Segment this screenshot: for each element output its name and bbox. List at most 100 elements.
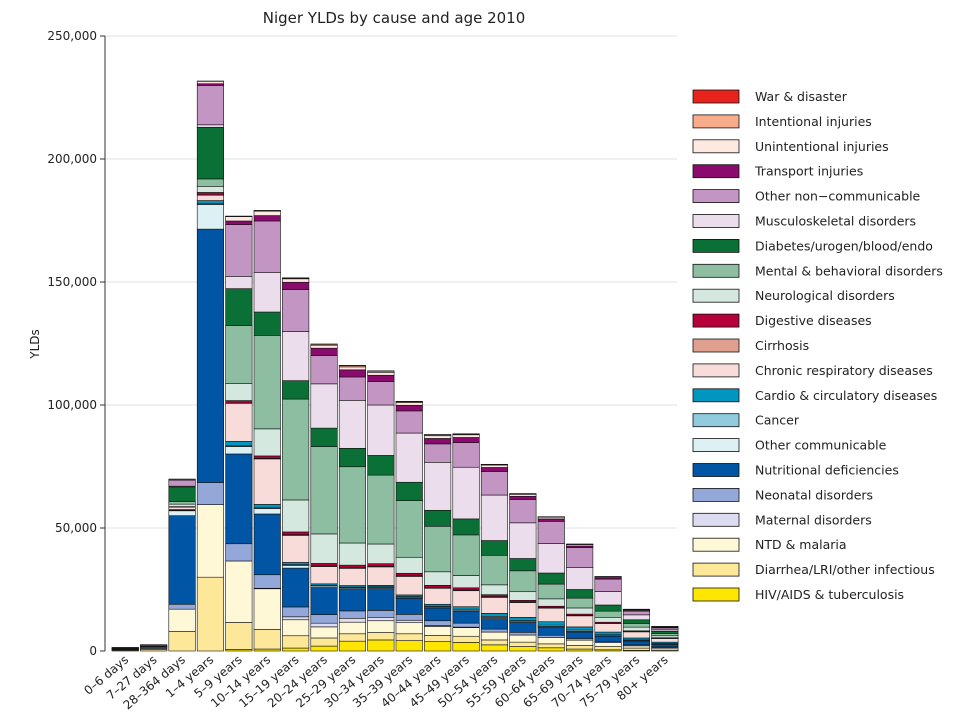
bar-segment xyxy=(395,556,423,574)
y-axis: 0 50,000 100,000 150,000 200,000 250,000 xyxy=(47,29,106,658)
bar-segment xyxy=(622,614,651,621)
legend-swatch xyxy=(692,288,740,303)
bar-segment xyxy=(196,124,224,128)
legend-swatch xyxy=(692,413,740,428)
bar-segment xyxy=(282,616,310,621)
bar-segment xyxy=(509,499,537,524)
bar-segment xyxy=(424,585,452,588)
bar-segment xyxy=(338,568,367,586)
bar-segment xyxy=(253,311,281,336)
bar-segment xyxy=(622,631,651,639)
bar-segment xyxy=(480,467,509,472)
legend-swatch xyxy=(692,338,740,353)
bar-segment xyxy=(395,500,423,558)
bar-segment xyxy=(537,637,565,645)
bar-segment xyxy=(367,455,395,476)
bar-segment xyxy=(594,578,622,592)
bar-segment xyxy=(566,607,594,615)
bar-segment xyxy=(424,587,452,605)
bar-segment xyxy=(480,628,509,633)
bar-segment xyxy=(395,619,423,624)
bar-segment xyxy=(338,447,367,468)
bar-segment xyxy=(452,622,480,628)
legend-swatch xyxy=(692,562,740,577)
bar-segment xyxy=(480,464,509,468)
legend-swatch xyxy=(692,189,740,204)
bar-segment xyxy=(622,626,651,632)
bar-segment xyxy=(225,560,253,623)
bar-segment xyxy=(367,616,395,622)
bar-segment xyxy=(282,531,310,535)
bar-segment xyxy=(622,619,651,624)
bar-segment xyxy=(452,437,480,443)
bar-segment xyxy=(310,637,338,647)
bar-segment xyxy=(196,178,224,187)
legend-label: Cardio & circulatory diseases xyxy=(755,388,937,403)
legend-swatch xyxy=(692,164,740,179)
bar-segment xyxy=(537,607,565,623)
bar-segment xyxy=(509,570,537,593)
bar-segment xyxy=(537,621,565,626)
bar-segment xyxy=(310,587,338,615)
bar-segment xyxy=(338,640,367,652)
bar-segment xyxy=(651,644,679,648)
chart-title: Niger YLDs by cause and age 2010 xyxy=(263,9,526,27)
bar-segment xyxy=(367,588,395,611)
bar-segment xyxy=(196,504,224,578)
legend-label: Musculoskeletal disorders xyxy=(755,214,916,229)
bar-segment xyxy=(168,506,196,510)
bar-segment xyxy=(111,647,139,649)
bar-stack xyxy=(168,478,196,652)
bar-segment xyxy=(622,623,651,628)
bar-segment xyxy=(253,272,281,313)
bar-segment xyxy=(338,588,367,612)
bar-stack xyxy=(594,576,622,652)
bar-segment xyxy=(452,534,480,576)
bar-segment xyxy=(452,642,480,652)
bar-segment xyxy=(566,615,594,628)
bar-segment xyxy=(338,564,367,568)
bar-segment xyxy=(168,478,196,481)
bar-segment xyxy=(168,515,196,605)
bar-segment xyxy=(480,584,509,595)
bar-segment xyxy=(282,331,310,381)
bar-segment xyxy=(310,533,338,564)
legend-label: Other non−communicable xyxy=(755,189,921,204)
bar-segment xyxy=(509,495,537,500)
bar-segment xyxy=(480,494,509,541)
bar-segment xyxy=(566,631,594,639)
bar-segment xyxy=(168,631,196,652)
bar-segment xyxy=(253,220,281,273)
bar-segment xyxy=(225,383,253,401)
bar-segment xyxy=(225,220,253,225)
bar-segment xyxy=(168,503,196,507)
bar-segment xyxy=(452,587,480,591)
legend-label: Mental & behavioral disorders xyxy=(755,263,943,278)
bars xyxy=(111,80,679,652)
bar-segment xyxy=(651,633,679,637)
bar-segment xyxy=(282,567,310,608)
bar-segment xyxy=(509,634,537,643)
bar-segment xyxy=(537,634,565,638)
bar-segment xyxy=(509,522,537,559)
bar-segment xyxy=(225,543,253,562)
bar-segment xyxy=(338,621,367,635)
bar-segment xyxy=(594,616,622,623)
bar-stack xyxy=(452,433,480,652)
bar-segment xyxy=(367,610,395,618)
bar-segment xyxy=(452,627,480,637)
bar-segment xyxy=(168,608,196,632)
bar-segment xyxy=(480,639,509,646)
bar-segment xyxy=(338,617,367,623)
bar-segment xyxy=(395,622,423,635)
bar-segment xyxy=(424,509,452,527)
bar-segment xyxy=(338,369,367,378)
bar-stack xyxy=(310,343,338,652)
bar-segment xyxy=(282,647,310,652)
bar-segment xyxy=(225,622,253,650)
legend-swatch xyxy=(692,537,740,552)
bar-segment xyxy=(168,510,196,516)
bar-segment xyxy=(282,619,310,637)
bar-segment xyxy=(452,466,480,520)
